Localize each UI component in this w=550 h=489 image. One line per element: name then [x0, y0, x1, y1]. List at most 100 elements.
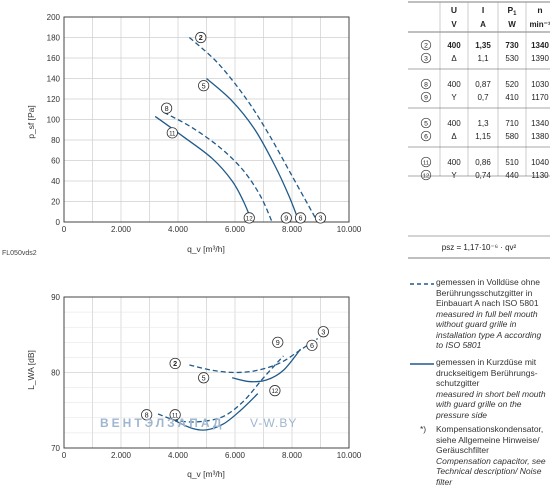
pressure-x-tick-label: 0 [62, 225, 67, 234]
svg-text:12: 12 [271, 388, 278, 395]
pressure-series-2-line [188, 37, 319, 223]
pressure-series-8-label: 8 [161, 102, 173, 114]
table-header-I: I [482, 5, 484, 15]
noise-series-12-label: 12 [269, 385, 281, 397]
table-formula: psz = 1,17·10⁻⁶ · qv² [442, 243, 517, 252]
noise-series-9-label: 9 [272, 336, 284, 348]
pressure-y-tick-label: 80 [51, 136, 60, 145]
figure-code: FL050vds2 [2, 250, 37, 257]
noise-x-tick-label: 6.000 [225, 451, 246, 460]
svg-text:6: 6 [424, 133, 428, 140]
noise-series-11-label: 11 [169, 409, 181, 421]
noise-series-3-label: 3 [317, 326, 329, 338]
noise-chart: 2 3 5 6 8 9 11 12 0 2.000 4.000 6.000 8.000 10.000 70… [26, 293, 362, 479]
pressure-series-11-line [154, 115, 253, 223]
table-cell-n: 1030 [531, 80, 549, 89]
pressure-series-3-label: 3 [314, 212, 327, 224]
noise-series-8-label: 8 [141, 409, 153, 421]
svg-text:2: 2 [173, 359, 177, 368]
table-cell-i: 0,86 [475, 158, 491, 167]
table-cell-i: 0,87 [475, 80, 491, 89]
noise-y-tick-label: 70 [51, 444, 60, 453]
table-row: 11 400 0,86 510 1040 [420, 156, 549, 168]
note-de: Kompensationskondensator, siehe Allgemei… [436, 424, 544, 455]
legend: gemessen in Volldüse ohne Berührungsschu… [408, 276, 550, 487]
table-row: 2 400 1,35 730 1340 [420, 39, 549, 51]
svg-text:9: 9 [276, 338, 280, 347]
table-unit: min⁻¹ [529, 20, 550, 29]
pressure-y-tick-label: 180 [47, 34, 61, 43]
table-cell-n: 1130 [531, 171, 549, 180]
svg-text:8: 8 [424, 81, 428, 88]
svg-text:6: 6 [299, 214, 303, 223]
svg-text:3: 3 [424, 55, 428, 62]
svg-text:3: 3 [321, 327, 325, 336]
table-cell-p: 730 [505, 41, 519, 50]
table-cell-n: 1340 [531, 119, 549, 128]
table-row: 3 Δ 1,1 530 1390 [420, 52, 549, 64]
pressure-series-6-label: 6 [294, 212, 307, 224]
pressure-x-tick-label: 4.000 [168, 225, 189, 234]
pressure-grid [63, 16, 350, 223]
pressure-series-12-label: 12 [243, 212, 255, 224]
table-cell-u: Y [451, 171, 457, 180]
table-cell-i: 0,74 [475, 171, 491, 180]
noise-x-axis-label: q_v [m³/h] [187, 469, 225, 479]
svg-text:5: 5 [202, 81, 206, 90]
svg-text:9: 9 [284, 214, 288, 223]
pressure-y-tick-label: 40 [51, 177, 60, 186]
pressure-y-tick-label: 200 [47, 13, 61, 22]
table-cell-n: 1340 [531, 41, 549, 50]
noise-x-tick-label: 4.000 [168, 451, 189, 460]
noise-x-tick-label: 0 [62, 451, 67, 460]
table-cell-p: 440 [505, 171, 519, 180]
noise-series-11-line [174, 393, 259, 431]
svg-text:12: 12 [246, 216, 253, 223]
table-header-n: n [537, 5, 542, 15]
svg-text:11: 11 [169, 130, 176, 137]
noise-series-2-label: 2 [169, 357, 181, 370]
noise-series: 2 3 5 6 8 9 11 12 [141, 326, 329, 431]
pressure-plot-frame [63, 16, 350, 223]
noise-series-5-line [232, 348, 302, 383]
legend-dashed-en: measured in full bell mouth without guar… [436, 308, 542, 351]
noise-y-axis-label: L_WA [dB] [26, 350, 36, 390]
noise-series-8-line [157, 355, 284, 423]
table-cell-n: 1170 [531, 93, 549, 102]
table-cell-u: 400 [447, 41, 461, 50]
pressure-x-axis-label: q_v [m³/h] [187, 244, 225, 254]
pressure-x-tick-label: 2.000 [111, 225, 132, 234]
svg-text:12: 12 [423, 173, 429, 179]
table-unit: W [508, 20, 516, 29]
noise-axes [63, 296, 350, 449]
table-cell-p: 580 [505, 132, 519, 141]
table-cell-n: 1380 [531, 132, 549, 141]
table-cell-u: Δ [451, 132, 457, 141]
table-row: 6 Δ 1,15 580 1380 [420, 130, 549, 142]
svg-text:11: 11 [172, 412, 179, 419]
watermark-brand: ВЕНТЭЛЗАПАД [100, 416, 225, 430]
table-cell-p: 710 [505, 119, 519, 128]
noise-x-tick-label: 2.000 [111, 451, 132, 460]
legend-solid-de: gemessen in Kurzdüse mit druckseitigem B… [436, 357, 538, 388]
table-cell-p: 520 [505, 80, 519, 89]
pressure-series-8-line [163, 111, 273, 223]
legend-solid-en: measured in short bell mouth with guard … [436, 388, 546, 420]
pressure-series-9-label: 9 [280, 212, 292, 224]
pressure-series: 2 3 5 6 8 9 11 12 [154, 31, 327, 224]
svg-text:2: 2 [424, 42, 428, 49]
table-cell-p: 410 [505, 93, 519, 102]
pressure-ticks: 0 2.000 4.000 6.000 8.000 10.000 0 20 40 60 80 100 1… [47, 13, 362, 234]
table-unit: V [451, 20, 457, 29]
svg-text:5: 5 [424, 120, 428, 127]
table-header-U: U [451, 5, 457, 15]
pressure-series-5-label: 5 [198, 80, 210, 92]
table-unit: A [480, 20, 486, 29]
pressure-y-axis-label: p_sf [Pa] [26, 105, 36, 139]
note-mark: *) [420, 424, 427, 434]
note-en: Compensation capacitor, see Technical de… [436, 455, 546, 487]
table-cell-u: Y [451, 93, 457, 102]
pressure-x-tick-label: 8.000 [282, 225, 303, 234]
noise-series-5-label: 5 [198, 372, 210, 384]
